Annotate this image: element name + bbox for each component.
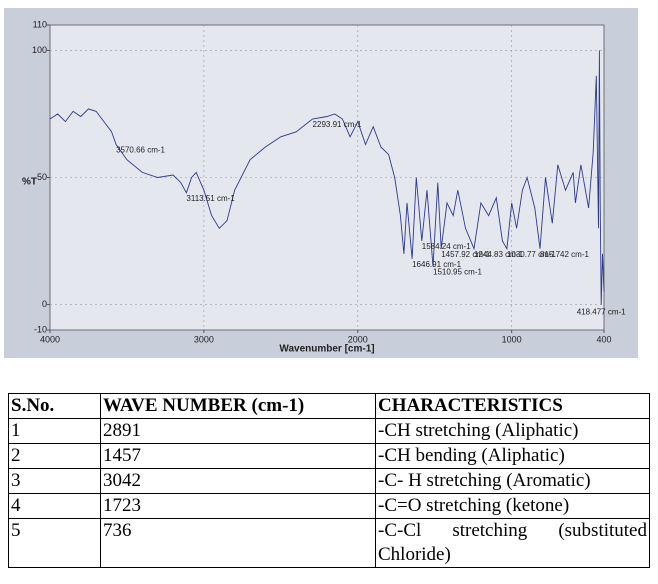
- header-cell: CHARACTERISTICS: [375, 393, 650, 419]
- x-tick-label: 400: [596, 334, 611, 344]
- table-cell: 3042: [100, 468, 376, 494]
- table-row: 3 3042 -C- H stretching (Aromatic): [8, 468, 650, 494]
- table-cell: 1723: [100, 493, 376, 519]
- table-cell: 4: [8, 493, 101, 519]
- results-table: S.No. WAVE NUMBER (cm-1) CHARACTERISTICS 1…: [8, 393, 650, 568]
- peak-label: 815.742 cm-1: [540, 250, 589, 259]
- x-tick-label: 2000: [348, 334, 368, 344]
- table-cell: -CH stretching (Aliphatic): [375, 418, 650, 444]
- table-cell: -C-Cl stretching (substituted Chloride): [375, 518, 650, 568]
- table-cell: -C=O stretching (ketone): [375, 493, 650, 519]
- spectrum-line: [49, 50, 605, 305]
- table-cell: 736: [100, 518, 376, 568]
- y-tick-label: 110: [33, 19, 47, 29]
- table-body: 1 2891 -CH stretching (Aliphatic) 2 1457 -CH …: [8, 418, 650, 568]
- peak-label: 418.477 cm-1: [577, 308, 626, 317]
- x-axis-label: Wavenumber [cm-1]: [279, 344, 374, 355]
- y-tick-label: 50: [37, 172, 47, 182]
- x-tick-label: 3000: [194, 334, 214, 344]
- y-axis-label: %T: [22, 177, 37, 188]
- y-tick-label: -10: [34, 324, 47, 334]
- peak-label: 2293.91 cm-1: [313, 120, 362, 129]
- peak-label: 3113.51 cm-1: [186, 194, 235, 203]
- peak-label: 3570.66 cm-1: [116, 146, 165, 155]
- table-cell: 2891: [100, 418, 376, 444]
- table-cell: 3: [8, 468, 101, 494]
- table-row: 1 2891 -CH stretching (Aliphatic): [8, 418, 650, 444]
- peak-label: 1646.91 cm-1: [412, 260, 461, 269]
- peak-label: 1510.95 cm-1: [433, 268, 482, 277]
- y-tick-label: 0: [42, 299, 47, 309]
- peak-label: 1030.77 cm-1: [507, 250, 556, 259]
- table-row: 4 1723 -C=O stretching (ketone): [8, 493, 650, 519]
- table-cell: 5: [8, 518, 101, 568]
- peak-label: 1584.24 cm-1: [422, 242, 471, 251]
- y-tick-label: 100: [32, 45, 47, 55]
- peak-label: 1244.83 cm-1: [474, 250, 523, 259]
- table-cell: -C- H stretching (Aromatic): [375, 468, 650, 494]
- table-cell: 1457: [100, 443, 376, 469]
- table-row: 2 1457 -CH bending (Aliphatic): [8, 443, 650, 469]
- x-tick-label: 1000: [502, 334, 522, 344]
- table-row: 5 736 -C-Cl stretching (substituted Chlori…: [8, 518, 650, 568]
- peak-label: 1457.92 cm-1: [441, 250, 490, 259]
- table-header: S.No. WAVE NUMBER (cm-1) CHARACTERISTICS: [8, 393, 650, 419]
- table-cell: -CH bending (Aliphatic): [375, 443, 650, 469]
- header-cell: S.No.: [8, 393, 101, 419]
- x-tick-label: 4000: [40, 334, 60, 344]
- table-cell: 2: [8, 443, 101, 469]
- table-cell: 1: [8, 418, 101, 444]
- header-cell: WAVE NUMBER (cm-1): [100, 393, 376, 419]
